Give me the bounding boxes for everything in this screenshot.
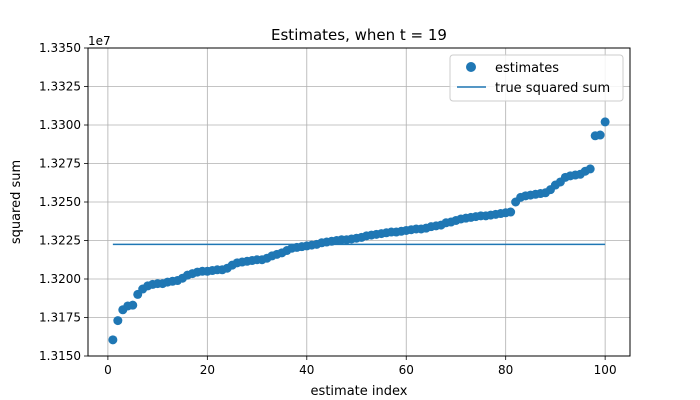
estimate-point: [108, 335, 118, 345]
y-tick-label: 1.3175: [39, 311, 81, 325]
y-tick-label: 1.3325: [39, 80, 81, 94]
legend-true-label: true squared sum: [495, 81, 610, 96]
x-axis-ticks: 0 20 40 60 80 100: [104, 356, 617, 377]
chart-title: Estimates, when t = 19: [271, 26, 447, 44]
y-tick-label: 1.3200: [39, 272, 81, 286]
estimate-point: [595, 130, 605, 140]
x-tick-label: 40: [299, 363, 314, 377]
x-tick-label: 60: [399, 363, 414, 377]
y-tick-label: 1.3350: [39, 41, 81, 55]
estimate-point: [585, 164, 595, 174]
legend-estimates-label: estimates: [495, 61, 559, 76]
estimate-point: [600, 117, 610, 127]
estimates-points: [108, 117, 610, 345]
estimate-point: [506, 207, 516, 217]
legend: estimates true squared sum: [449, 54, 624, 102]
x-tick-label: 0: [104, 363, 112, 377]
legend-box: [449, 54, 624, 102]
plot-frame: [87, 47, 631, 357]
x-tick-label: 100: [594, 363, 617, 377]
y-axis-label: squared sum: [9, 160, 24, 244]
y-axis-ticks: 1.3150 1.3175 1.3200 1.3225 1.3250 1.3275 1.33…: [39, 41, 88, 363]
y-tick-label: 1.3150: [39, 349, 81, 363]
legend-estimates-marker: [466, 62, 476, 72]
y-tick-label: 1.3300: [39, 118, 81, 132]
estimate-point: [128, 300, 138, 310]
estimate-point: [113, 316, 123, 326]
y-tick-label: 1.3225: [39, 234, 81, 248]
y-tick-label: 1.3250: [39, 195, 81, 209]
x-tick-label: 80: [498, 363, 513, 377]
y-tick-label: 1.3275: [39, 157, 81, 171]
y-offset-label: 1e7: [88, 34, 111, 48]
x-tick-label: 20: [200, 363, 215, 377]
x-axis-label: estimate index: [311, 384, 408, 399]
